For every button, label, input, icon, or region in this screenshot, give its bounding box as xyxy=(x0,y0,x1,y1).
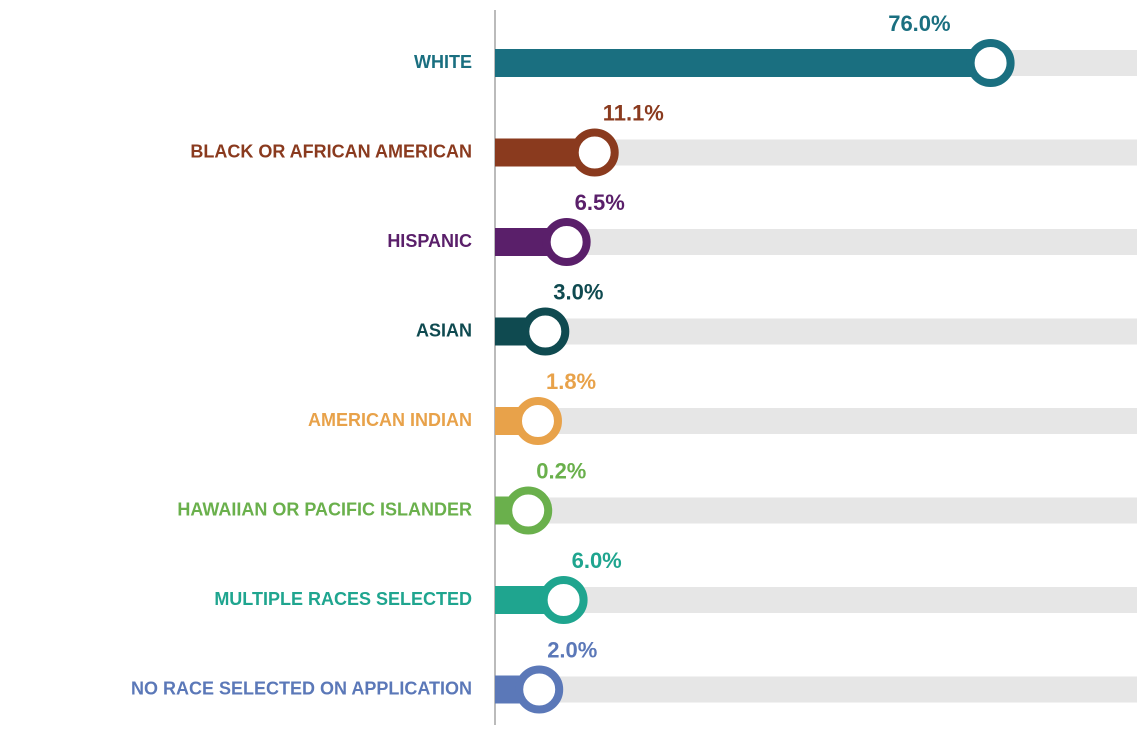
dot xyxy=(539,576,588,624)
track xyxy=(495,318,1137,345)
value-label: 2.0% xyxy=(547,637,597,662)
value-label: 3.0% xyxy=(553,279,603,304)
track xyxy=(495,229,1137,255)
track xyxy=(495,587,1137,613)
track xyxy=(495,676,1137,703)
category-label: MULTIPLE RACES SELECTED xyxy=(214,589,472,609)
dot xyxy=(513,397,562,445)
value-label: 0.2% xyxy=(536,458,586,483)
bar xyxy=(495,49,991,77)
track xyxy=(495,408,1137,434)
value-label: 11.1% xyxy=(603,100,664,125)
dot xyxy=(542,218,591,266)
category-label: AMERICAN INDIAN xyxy=(308,410,472,430)
value-label: 1.8% xyxy=(546,369,596,394)
category-label: NO RACE SELECTED ON APPLICATION xyxy=(131,678,472,698)
value-label: 76.0% xyxy=(888,11,950,36)
value-label: 6.5% xyxy=(575,190,625,215)
value-label: 6.0% xyxy=(572,548,622,573)
dot xyxy=(966,39,1015,87)
track xyxy=(495,497,1137,524)
category-label: BLACK OR AFRICAN AMERICAN xyxy=(190,141,472,161)
dot xyxy=(515,665,564,714)
dot xyxy=(504,486,553,535)
dot xyxy=(521,307,570,356)
category-label: HAWAIIAN OR PACIFIC ISLANDER xyxy=(177,499,472,519)
category-label: ASIAN xyxy=(416,320,472,340)
category-label: WHITE xyxy=(414,52,472,72)
category-label: HISPANIC xyxy=(387,231,472,251)
dot xyxy=(570,128,619,177)
